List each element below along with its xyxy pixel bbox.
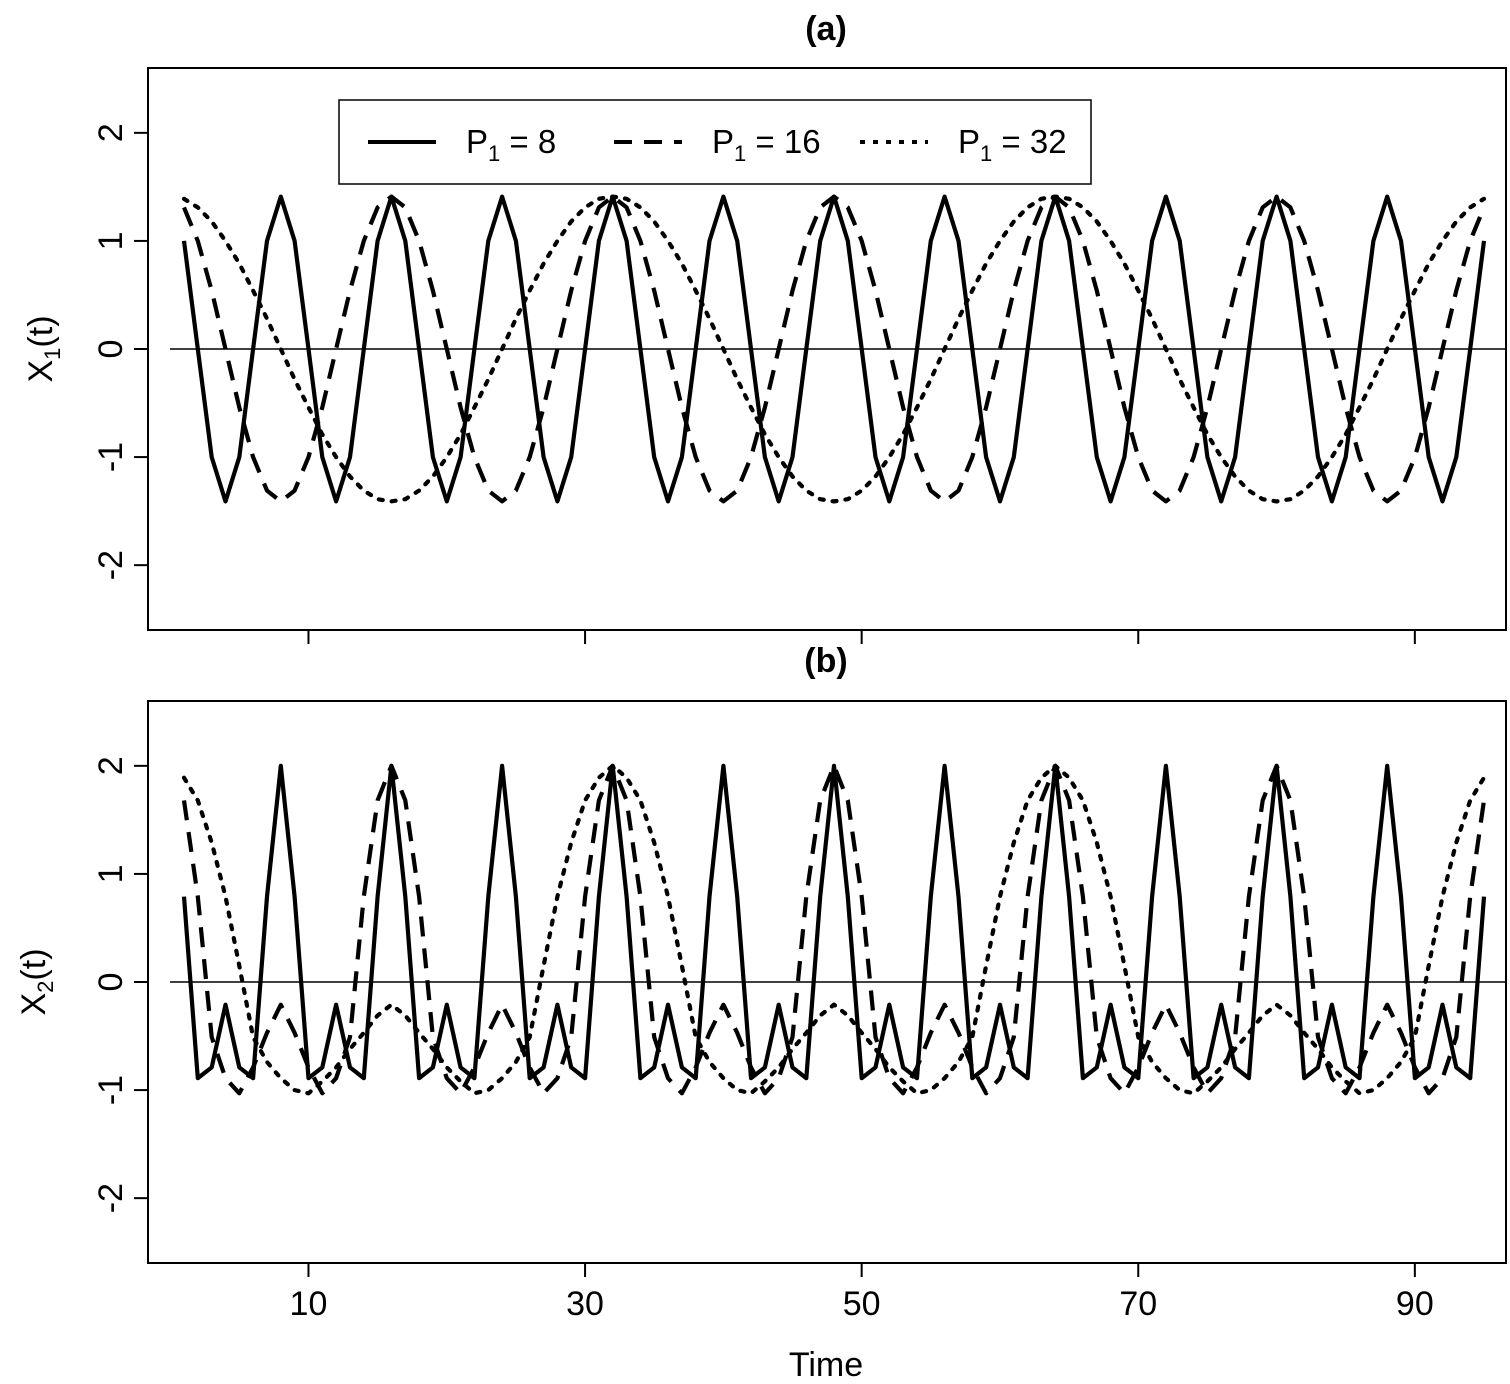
legend-label-p16-sub: 1 — [734, 141, 746, 166]
legend-label-p16: P1 = 16 — [712, 123, 821, 166]
panel-a-y-axis-label: X1(t) — [22, 315, 65, 382]
legend-label-p32: P1 = 32 — [958, 123, 1067, 166]
panel-a-ylabel-sub: 1 — [40, 348, 65, 360]
legend-label-p8-sub: 1 — [488, 141, 500, 166]
panel-b-title: (b) — [804, 642, 847, 680]
series-line-period-32 — [181, 194, 1487, 504]
series-line-period-8 — [181, 763, 1487, 1081]
y-tick-label: 2 — [92, 756, 130, 775]
panel-b-ylabel-sub: 2 — [33, 981, 58, 993]
legend-label-p16-rest: = 16 — [746, 123, 820, 160]
panel-b-x-axis: 10 30 50 70 90 — [290, 1263, 1434, 1323]
panel-a-title: (a) — [805, 10, 847, 48]
legend-label-p32-rest: = 32 — [992, 123, 1066, 160]
series-line-period-16 — [181, 763, 1487, 1096]
series-line-period-32 — [181, 763, 1487, 1096]
panel-b-y-axis-label: X2(t) — [15, 948, 58, 1015]
y-tick-label: -2 — [92, 550, 130, 580]
y-tick-label: -1 — [92, 1075, 130, 1105]
panel-b-ylabel-rest: (t) — [15, 948, 53, 980]
y-tick-label: -2 — [92, 1183, 130, 1213]
legend-label-p8-base: P — [466, 123, 488, 160]
legend-entry-p8: P1 = 8 — [368, 123, 556, 166]
y-tick-label: -1 — [92, 442, 130, 472]
y-tick-label: 1 — [92, 864, 130, 883]
legend-label-p32-sub: 1 — [980, 141, 992, 166]
x-tick-label: 30 — [566, 1285, 604, 1323]
panel-a-x-axis — [307, 630, 1416, 644]
series-line-period-16 — [182, 194, 1486, 504]
legend-label-p8: P1 = 8 — [466, 123, 556, 166]
panel-b-y-axis: -2 -1 0 1 2 — [92, 756, 148, 1213]
legend: P1 = 8 P1 = 16 P1 = 32 — [338, 99, 1092, 185]
panel-a-y-axis: -2 -1 0 1 2 — [92, 123, 148, 580]
x-tick-label: 50 — [843, 1285, 881, 1323]
x-tick-label: 70 — [1119, 1285, 1157, 1323]
legend-entry-p16: P1 = 16 — [614, 123, 821, 166]
panel-b-ylabel-base: X — [15, 993, 53, 1016]
y-tick-label: 2 — [92, 123, 130, 142]
y-tick-label: 1 — [92, 231, 130, 250]
x-axis-label: Time — [789, 1346, 863, 1384]
legend-entry-p32: P1 = 32 — [860, 123, 1067, 166]
x-tick-label: 10 — [290, 1285, 328, 1323]
panel-a-ylabel-base: X — [22, 360, 60, 383]
panel-a-series — [181, 194, 1487, 504]
legend-label-p8-rest: = 8 — [500, 123, 556, 160]
y-tick-label: 0 — [92, 340, 130, 359]
panel-b-series — [181, 763, 1487, 1096]
legend-box — [338, 99, 1092, 185]
legend-label-p16-base: P — [712, 123, 734, 160]
panel-a-ylabel-rest: (t) — [22, 315, 60, 347]
y-tick-label: 0 — [92, 973, 130, 992]
legend-label-p32-base: P — [958, 123, 980, 160]
x-tick-label: 90 — [1396, 1285, 1434, 1323]
